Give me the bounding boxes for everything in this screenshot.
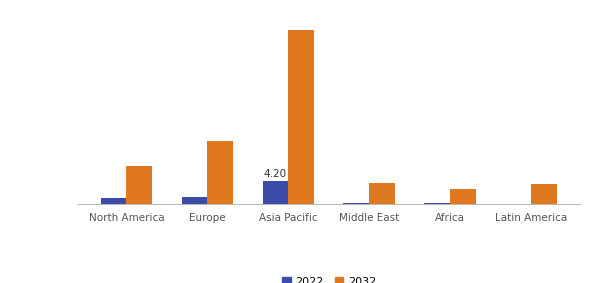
Bar <box>263 181 288 204</box>
Bar <box>425 203 450 204</box>
Bar <box>343 203 370 204</box>
Bar <box>182 197 208 204</box>
Bar <box>127 166 152 204</box>
Bar <box>370 183 395 204</box>
Legend: 2022, 2032: 2022, 2032 <box>277 273 380 283</box>
Bar <box>100 198 127 204</box>
Bar <box>450 188 476 204</box>
Bar <box>288 30 315 204</box>
Bar <box>208 142 233 204</box>
Text: 4.20: 4.20 <box>264 169 287 179</box>
Bar <box>531 184 557 204</box>
